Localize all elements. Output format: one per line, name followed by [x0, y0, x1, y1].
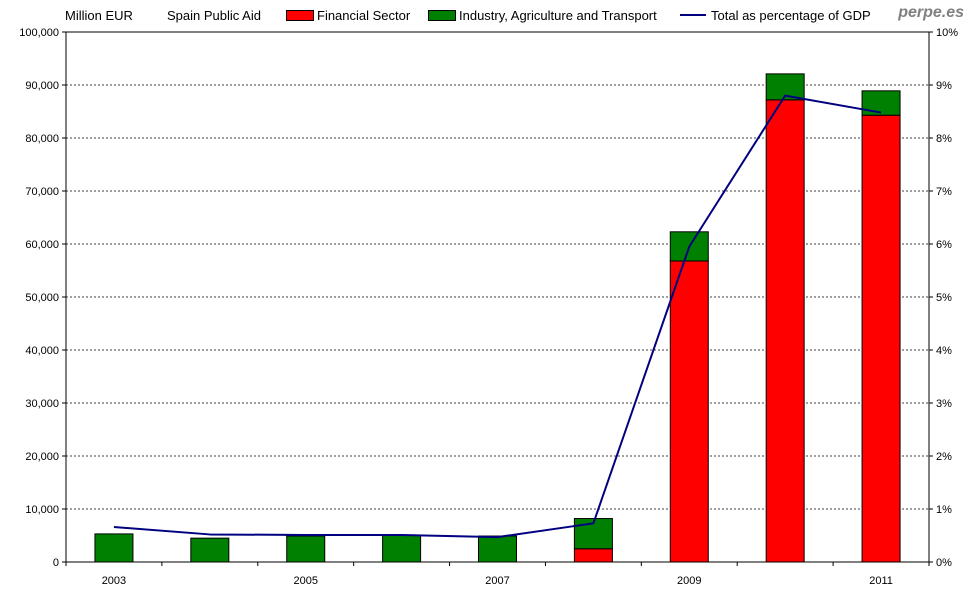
- industry-swatch: [428, 10, 456, 22]
- bar: [765, 99, 805, 563]
- y2-tick-label: 9%: [936, 80, 952, 92]
- bar: [669, 260, 709, 563]
- y-tick-label: 90,000: [25, 80, 59, 92]
- x-tick-label: 2009: [677, 575, 701, 587]
- legend-label: Financial Sector: [317, 8, 411, 23]
- y-tick-label: 50,000: [25, 292, 59, 304]
- y-tick-label: 20,000: [25, 451, 59, 463]
- bar: [861, 114, 901, 563]
- bar: [478, 535, 517, 563]
- y2-tick-label: 7%: [936, 186, 952, 198]
- y2-tick-label: 2%: [936, 451, 952, 463]
- bar: [286, 535, 326, 563]
- x-tick-label: 2011: [869, 575, 893, 587]
- gdp-line: [113, 94, 882, 539]
- gdp-line-path: [113, 94, 882, 539]
- y-tick-label: 60,000: [25, 239, 59, 251]
- bars: [94, 73, 901, 563]
- y2-tick-label: 8%: [936, 133, 952, 145]
- bar: [382, 535, 422, 563]
- y-tick-label: 40,000: [25, 345, 59, 357]
- legend-label: Total as percentage of GDP: [711, 8, 871, 23]
- y-tick-label: 10,000: [25, 504, 59, 516]
- y2-tick-label: 1%: [936, 504, 952, 516]
- y2-tick-label: 0%: [936, 557, 952, 569]
- legend-item-gdp-line: Total as percentage of GDP: [680, 8, 871, 23]
- x-tick-label: 2007: [485, 575, 509, 587]
- brand-logo: perpe.es: [898, 4, 964, 21]
- bar: [190, 537, 230, 563]
- y-tick-label: 100,000: [19, 27, 59, 39]
- bar: [94, 533, 134, 563]
- x-tick-label: 2005: [293, 575, 317, 587]
- bar: [573, 548, 613, 563]
- x-tick-label: 2003: [102, 575, 126, 587]
- y2-tick-label: 4%: [936, 345, 952, 357]
- y-tick-label: 70,000: [25, 186, 59, 198]
- y2-tick-label: 6%: [936, 239, 952, 251]
- y2-tick-label: 5%: [936, 292, 952, 304]
- y-unit-label: Million EUR: [65, 8, 133, 23]
- chart-title: Spain Public Aid: [167, 8, 261, 23]
- y2-tick-label: 3%: [936, 398, 952, 410]
- plot-frame: [65, 31, 930, 563]
- legend-label: Industry, Agriculture and Transport: [459, 8, 657, 23]
- y-tick-label: 0: [53, 557, 59, 569]
- legend-item-industry: Industry, Agriculture and Transport: [428, 8, 657, 23]
- y2-tick-label: 10%: [936, 27, 958, 39]
- financial-swatch: [286, 10, 314, 22]
- y-tick-label: 80,000: [25, 133, 59, 145]
- axes: 0 10,000 20,000 30,000 40,000 50,000 60,000 70,…: [19, 27, 958, 587]
- legend-item-financial: Financial Sector: [286, 8, 410, 23]
- y-tick-label: 30,000: [25, 398, 59, 410]
- line-swatch: [680, 13, 706, 16]
